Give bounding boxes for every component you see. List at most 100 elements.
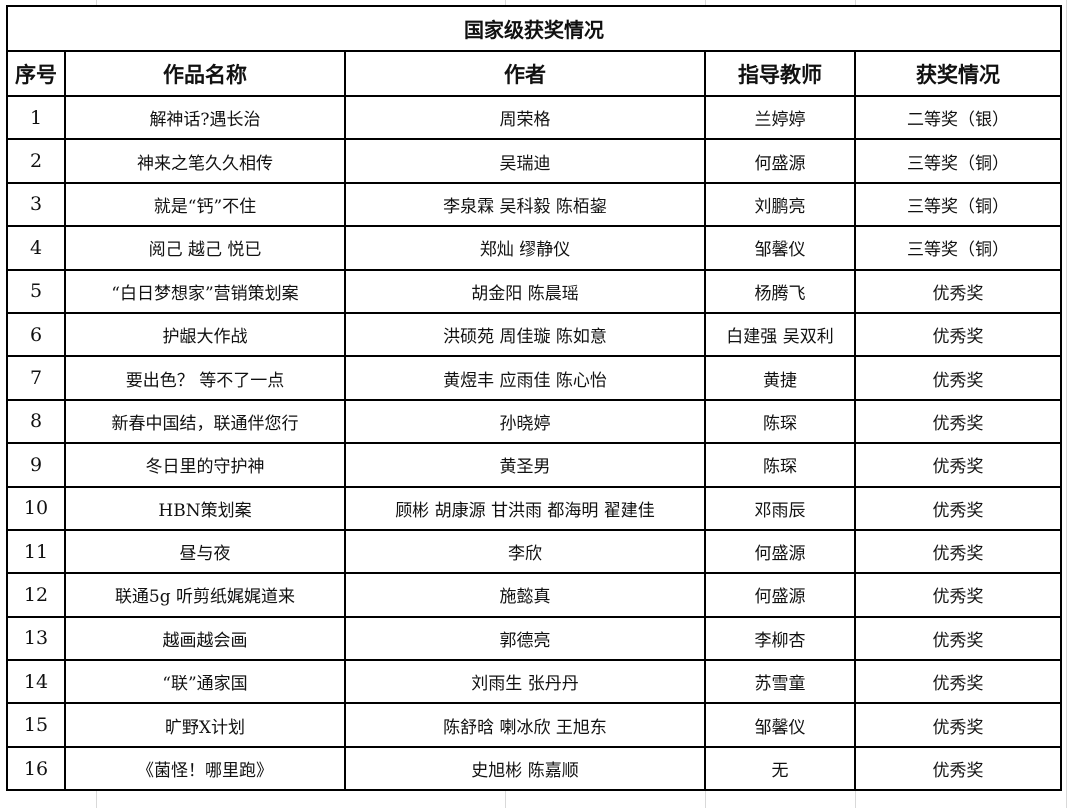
cell-index[interactable]: 9 xyxy=(6,442,66,488)
cell-work-title[interactable]: 联通5g 听剪纸娓娓道来 xyxy=(64,572,346,618)
cell-advisor[interactable]: 何盛源 xyxy=(704,572,856,618)
cell-award[interactable]: 优秀奖 xyxy=(854,745,1062,792)
table-row: 5 “白日梦想家”营销策划案 胡金阳 陈晨瑶 杨腾飞 优秀奖 xyxy=(6,268,1062,314)
cell-authors[interactable]: 李欣 xyxy=(344,528,706,575)
table-row: 1 解神话?遇长治 周荣格 兰婷婷 二等奖（银） xyxy=(6,94,1062,141)
cell-authors[interactable]: 郭德亮 xyxy=(344,615,706,662)
cell-advisor[interactable]: 邹馨仪 xyxy=(704,702,856,748)
cell-award[interactable]: 三等奖（铜） xyxy=(854,225,1062,271)
cell-authors[interactable]: 史旭彬 陈嘉顺 xyxy=(344,745,706,792)
cell-work-title[interactable]: 护龈大作战 xyxy=(64,311,346,358)
cell-authors[interactable]: 黄圣男 xyxy=(344,442,706,488)
cell-advisor[interactable]: 白建强 吴双利 xyxy=(704,311,856,358)
cell-index[interactable]: 2 xyxy=(6,138,66,184)
cell-work-title[interactable]: 越画越会画 xyxy=(64,615,346,662)
cell-work-title[interactable]: “联”通家国 xyxy=(64,659,346,705)
cell-authors[interactable]: 顾彬 胡康源 甘洪雨 都海明 翟建佳 xyxy=(344,485,706,531)
table-body: 1 解神话?遇长治 周荣格 兰婷婷 二等奖（银） 2 神来之笔久久相传 吴瑞迪 何盛源 三等奖（铜… xyxy=(6,94,1062,792)
cell-work-title[interactable]: 阅己 越己 悦已 xyxy=(64,225,346,271)
cell-index[interactable]: 14 xyxy=(6,659,66,705)
cell-work-title[interactable]: 新春中国结，联通伴您行 xyxy=(64,398,346,445)
table-row: 8 新春中国结，联通伴您行 孙晓婷 陈琛 优秀奖 xyxy=(6,398,1062,445)
cell-work-title[interactable]: “白日梦想家”营销策划案 xyxy=(64,268,346,314)
cell-work-title[interactable]: 解神话?遇长治 xyxy=(64,94,346,141)
cell-index[interactable]: 3 xyxy=(6,181,66,228)
header-col-advisor[interactable]: 指导教师 xyxy=(704,50,856,97)
cell-award[interactable]: 优秀奖 xyxy=(854,572,1062,618)
header-row: 序号 作品名称 作者 指导教师 获奖情况 xyxy=(6,50,1062,97)
cell-award[interactable]: 优秀奖 xyxy=(854,268,1062,314)
cell-index[interactable]: 5 xyxy=(6,268,66,314)
cell-award[interactable]: 优秀奖 xyxy=(854,398,1062,445)
cell-advisor[interactable]: 刘鹏亮 xyxy=(704,181,856,228)
cell-work-title[interactable]: 就是“钙”不住 xyxy=(64,181,346,228)
cell-award[interactable]: 优秀奖 xyxy=(854,311,1062,358)
cell-award[interactable]: 二等奖（银） xyxy=(854,94,1062,141)
cell-index[interactable]: 12 xyxy=(6,572,66,618)
cell-authors[interactable]: 刘雨生 张丹丹 xyxy=(344,659,706,705)
cell-authors[interactable]: 吴瑞迪 xyxy=(344,138,706,184)
cell-index[interactable]: 1 xyxy=(6,94,66,141)
cell-index[interactable]: 10 xyxy=(6,485,66,531)
table-row: 15 旷野X计划 陈舒晗 喇冰欣 王旭东 邹馨仪 优秀奖 xyxy=(6,702,1062,748)
cell-work-title[interactable]: 要出色？ 等不了一点 xyxy=(64,355,346,401)
cell-authors[interactable]: 孙晓婷 xyxy=(344,398,706,445)
table-row: 16 《菌怪！哪里跑》 史旭彬 陈嘉顺无优秀奖 xyxy=(6,745,1062,792)
table-row: 14 “联”通家国 刘雨生 张丹丹 苏雪童 优秀奖 xyxy=(6,659,1062,705)
header-col-authors[interactable]: 作者 xyxy=(344,50,706,97)
cell-award[interactable]: 优秀奖 xyxy=(854,485,1062,531)
cell-award[interactable]: 优秀奖 xyxy=(854,442,1062,488)
table-row: 12 联通5g 听剪纸娓娓道来 施懿真 何盛源 优秀奖 xyxy=(6,572,1062,618)
cell-advisor[interactable]: 兰婷婷 xyxy=(704,94,856,141)
cell-work-title[interactable]: HBN策划案 xyxy=(64,485,346,531)
cell-advisor[interactable]: 邹馨仪 xyxy=(704,225,856,271)
cell-advisor[interactable]: 杨腾飞 xyxy=(704,268,856,314)
cell-award[interactable]: 优秀奖 xyxy=(854,615,1062,662)
cell-index[interactable]: 6 xyxy=(6,311,66,358)
cell-advisor[interactable]: 黄捷 xyxy=(704,355,856,401)
cell-award[interactable]: 优秀奖 xyxy=(854,659,1062,705)
header-col-index[interactable]: 序号 xyxy=(6,50,66,97)
cell-advisor[interactable]: 邓雨辰 xyxy=(704,485,856,531)
awards-table: 国家级获奖情况 序号 作品名称 作者 指导教师 获奖情况 1 解神话?遇长治 周荣格 兰婷婷二… xyxy=(6,5,1062,792)
header-col-work-title[interactable]: 作品名称 xyxy=(64,50,346,97)
cell-award[interactable]: 优秀奖 xyxy=(854,702,1062,748)
cell-work-title[interactable]: 《菌怪！哪里跑》 xyxy=(64,745,346,792)
cell-award[interactable]: 三等奖（铜） xyxy=(854,181,1062,228)
cell-index[interactable]: 8 xyxy=(6,398,66,445)
cell-index[interactable]: 7 xyxy=(6,355,66,401)
cell-index[interactable]: 13 xyxy=(6,615,66,662)
cell-authors[interactable]: 黄煜丰 应雨佳 陈心怡 xyxy=(344,355,706,401)
cell-authors[interactable]: 陈舒晗 喇冰欣 王旭东 xyxy=(344,702,706,748)
cell-advisor[interactable]: 陈琛 xyxy=(704,442,856,488)
cell-index[interactable]: 4 xyxy=(6,225,66,271)
cell-authors[interactable]: 郑灿 缪静仪 xyxy=(344,225,706,271)
table-row: 13 越画越会画 郭德亮 李柳杏 优秀奖 xyxy=(6,615,1062,662)
cell-advisor[interactable]: 何盛源 xyxy=(704,528,856,575)
cell-authors[interactable]: 施懿真 xyxy=(344,572,706,618)
cell-authors[interactable]: 洪硕苑 周佳璇 陈如意 xyxy=(344,311,706,358)
cell-award[interactable]: 优秀奖 xyxy=(854,355,1062,401)
cell-work-title[interactable]: 神来之笔久久相传 xyxy=(64,138,346,184)
cell-advisor[interactable]: 苏雪童 xyxy=(704,659,856,705)
table-row: 4 阅己 越己 悦已 郑灿 缪静仪 邹馨仪 三等奖（铜） xyxy=(6,225,1062,271)
cell-award[interactable]: 三等奖（铜） xyxy=(854,138,1062,184)
table-row: 6 护龈大作战 洪硕苑 周佳璇 陈如意 白建强 吴双利 优秀奖 xyxy=(6,311,1062,358)
cell-advisor[interactable]: 无 xyxy=(704,745,856,792)
table-row: 3 就是“钙”不住 李泉霖 吴科毅 陈栢鋆 刘鹏亮 三等奖（铜） xyxy=(6,181,1062,228)
cell-advisor[interactable]: 何盛源 xyxy=(704,138,856,184)
table-title[interactable]: 国家级获奖情况 xyxy=(6,5,1062,52)
cell-authors[interactable]: 李泉霖 吴科毅 陈栢鋆 xyxy=(344,181,706,228)
cell-advisor[interactable]: 李柳杏 xyxy=(704,615,856,662)
cell-index[interactable]: 16 xyxy=(6,745,66,792)
cell-work-title[interactable]: 旷野X计划 xyxy=(64,702,346,748)
cell-advisor[interactable]: 陈琛 xyxy=(704,398,856,445)
cell-authors[interactable]: 周荣格 xyxy=(344,94,706,141)
cell-index[interactable]: 11 xyxy=(6,528,66,575)
header-col-award[interactable]: 获奖情况 xyxy=(854,50,1062,97)
cell-work-title[interactable]: 冬日里的守护神 xyxy=(64,442,346,488)
cell-authors[interactable]: 胡金阳 陈晨瑶 xyxy=(344,268,706,314)
cell-index[interactable]: 15 xyxy=(6,702,66,748)
cell-award[interactable]: 优秀奖 xyxy=(854,528,1062,575)
cell-work-title[interactable]: 昼与夜 xyxy=(64,528,346,575)
